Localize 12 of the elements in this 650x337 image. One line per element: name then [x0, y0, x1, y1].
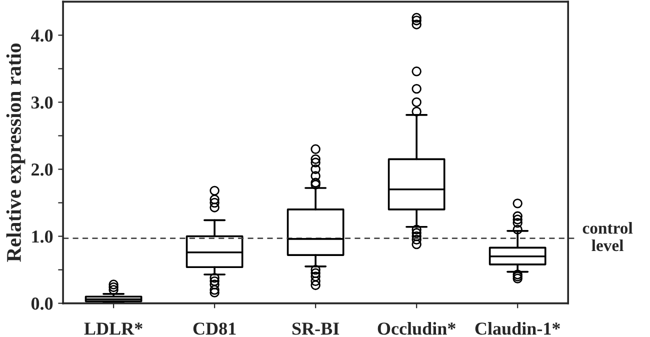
- y-tick-label: 2.0: [32, 164, 53, 176]
- x-tick-label: SR-BI: [292, 322, 340, 335]
- x-tick-label: Claudin-1*: [475, 322, 560, 335]
- y-tick-label: 3.0: [31, 96, 53, 109]
- x-tick-label: Occludin*: [378, 322, 456, 335]
- y-axis-title: Relative expression ratio: [6, 44, 26, 262]
- y-tick-label: 4.0: [31, 29, 53, 42]
- y-tick-label: 0.0: [31, 298, 53, 310]
- x-tick-label: CD81: [193, 322, 236, 335]
- y-tick-label: 1.0: [32, 230, 53, 243]
- x-tick-label: LDLR*: [84, 322, 142, 335]
- ref-line-label: control level: [582, 222, 633, 252]
